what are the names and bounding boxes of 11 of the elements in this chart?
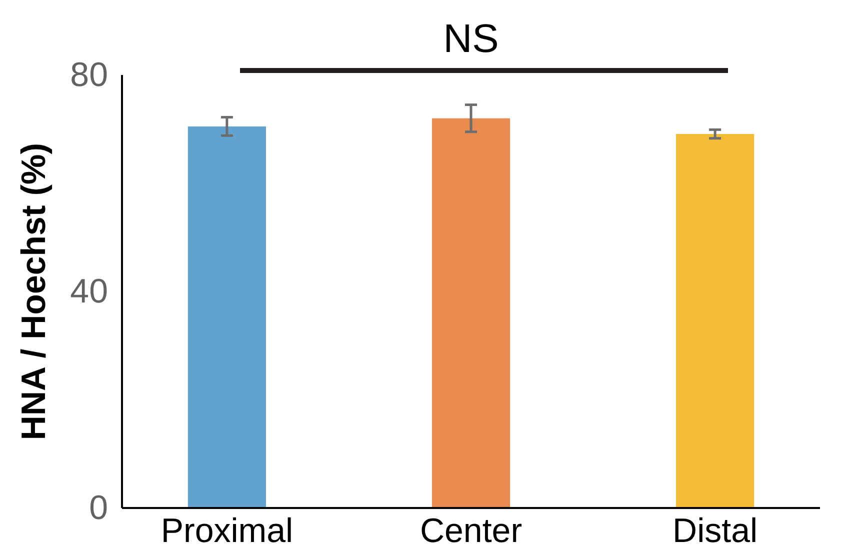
y-axis-title: HNA / Hoechst (%) xyxy=(15,142,53,440)
text: NS xyxy=(443,17,499,61)
x-tick-label: Center xyxy=(420,512,522,550)
x-tick-label: Proximal xyxy=(160,512,294,550)
bar xyxy=(432,118,510,508)
x-tick-label: Distal xyxy=(672,512,758,550)
y-tick-label: 40 xyxy=(70,272,108,310)
y-tick-label: 0 xyxy=(89,488,108,527)
y-tick-label: 80 xyxy=(70,56,108,94)
bar xyxy=(676,134,754,508)
bar xyxy=(188,126,266,508)
